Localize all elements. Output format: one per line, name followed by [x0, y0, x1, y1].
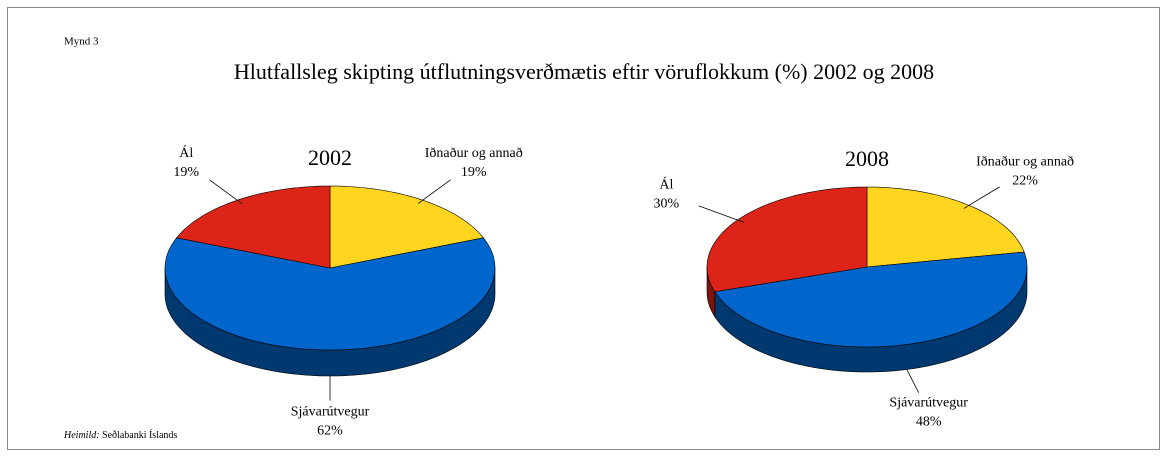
- slice-label: Ál: [659, 175, 673, 192]
- pie-slice: [164, 237, 496, 351]
- leader-line: [963, 186, 1000, 209]
- slice-value-label: 22%: [1012, 174, 1038, 189]
- leader-line: [209, 179, 243, 204]
- source: Seðlabanki Íslands: [102, 429, 177, 441]
- pie-title: 2002: [308, 145, 352, 170]
- leader-line: [417, 179, 451, 204]
- leader-line: [698, 205, 745, 223]
- slice-value-label: 62%: [317, 423, 343, 438]
- source-label: Heimild:: [63, 430, 100, 441]
- slice-label: Iðnaður og annað: [976, 155, 1074, 170]
- slice-label: Sjávarútvegur: [889, 395, 968, 410]
- slice-label: Ál: [179, 144, 193, 161]
- slice-label: Iðnaður og annað: [425, 146, 523, 161]
- pie-title: 2008: [845, 146, 889, 171]
- source-line: Heimild: Seðlabanki Íslands: [63, 429, 177, 441]
- pie-slice: [714, 251, 1028, 348]
- slice-value-label: 19%: [461, 165, 487, 180]
- slice-label: Sjávarútvegur: [291, 404, 370, 419]
- slice-value-label: 30%: [654, 196, 680, 211]
- slice-value-label: 48%: [916, 414, 942, 429]
- leader-line: [906, 369, 920, 393]
- figure-label: Mynd 3: [64, 36, 99, 48]
- slice-value-label: 19%: [173, 165, 199, 180]
- chart-title: Hlutfallsleg skipting útflutningsverðmæt…: [234, 59, 934, 84]
